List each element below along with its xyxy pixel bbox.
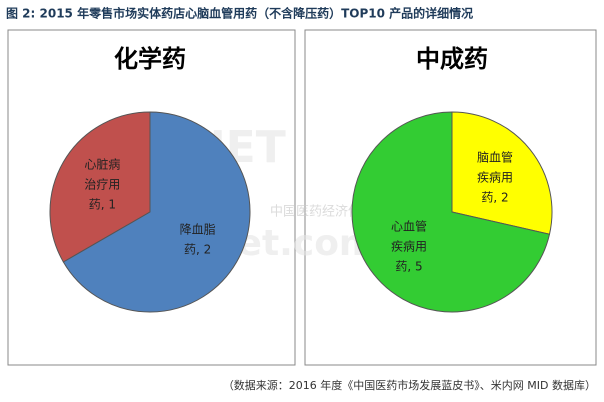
data-label: 脑血管疾病用药, 2 (477, 149, 513, 204)
figure-title: 图 2: 2015 年零售市场实体药店心脑血管用药（不含降压药）TOP10 产品… (6, 6, 473, 21)
source-note: （数据来源：2016 年度《中国医药市场发展蓝皮书》、米内网 MID 数据库） (223, 378, 596, 392)
panel-frame (304, 29, 597, 366)
data-label: 降血脂药, 2 (180, 221, 216, 256)
panel-frame (7, 29, 296, 366)
pie-title: 中成药 (416, 45, 488, 73)
pie-slice (451, 111, 553, 235)
pie-slice (62, 111, 251, 313)
pie-slice (351, 111, 551, 313)
pie-slice (49, 111, 151, 263)
pie-title: 化学药 (114, 45, 186, 73)
data-label: 心血管疾病用药, 5 (391, 218, 427, 273)
data-label: 心脏病治疗用药, 1 (84, 156, 120, 211)
